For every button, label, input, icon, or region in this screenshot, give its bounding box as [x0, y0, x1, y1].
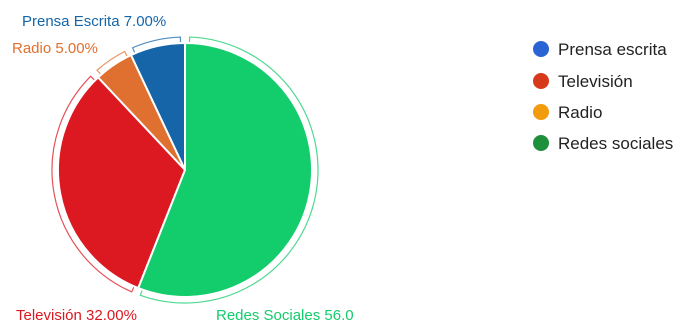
legend-marker-prensa-escrita [533, 41, 549, 57]
label-bracket-prensa-escrita [131, 36, 182, 53]
legend-label-television: Televisión [558, 72, 633, 91]
slice-label-prensa-escrita: Prensa Escrita 7.00% [22, 13, 166, 30]
pie-slices [57, 41, 313, 298]
legend-marker-radio [533, 104, 549, 120]
slice-label-brackets [51, 36, 319, 304]
pie-slice-television [57, 76, 187, 290]
legend-label-radio: Radio [558, 103, 602, 122]
pie-slice-redes-sociales [136, 41, 313, 298]
slice-label-television: Televisión 32.00% [16, 307, 137, 324]
label-bracket-television [51, 75, 135, 293]
label-bracket-radio [96, 50, 128, 75]
slice-label-redes-sociales: Redes Sociales 56.0 [216, 307, 354, 324]
label-bracket-redes-sociales [139, 36, 319, 304]
legend-label-redes-sociales: Redes sociales [558, 134, 673, 153]
legend: Prensa escrita Televisión Radio Redes so… [533, 40, 673, 153]
slice-labels: Prensa Escrita 7.00% Radio 5.00% Televis… [12, 13, 354, 324]
legend-marker-redes-sociales [533, 135, 549, 151]
legend-marker-television [533, 73, 549, 89]
slice-label-radio: Radio 5.00% [12, 40, 98, 57]
legend-label-prensa-escrita: Prensa escrita [558, 40, 667, 59]
